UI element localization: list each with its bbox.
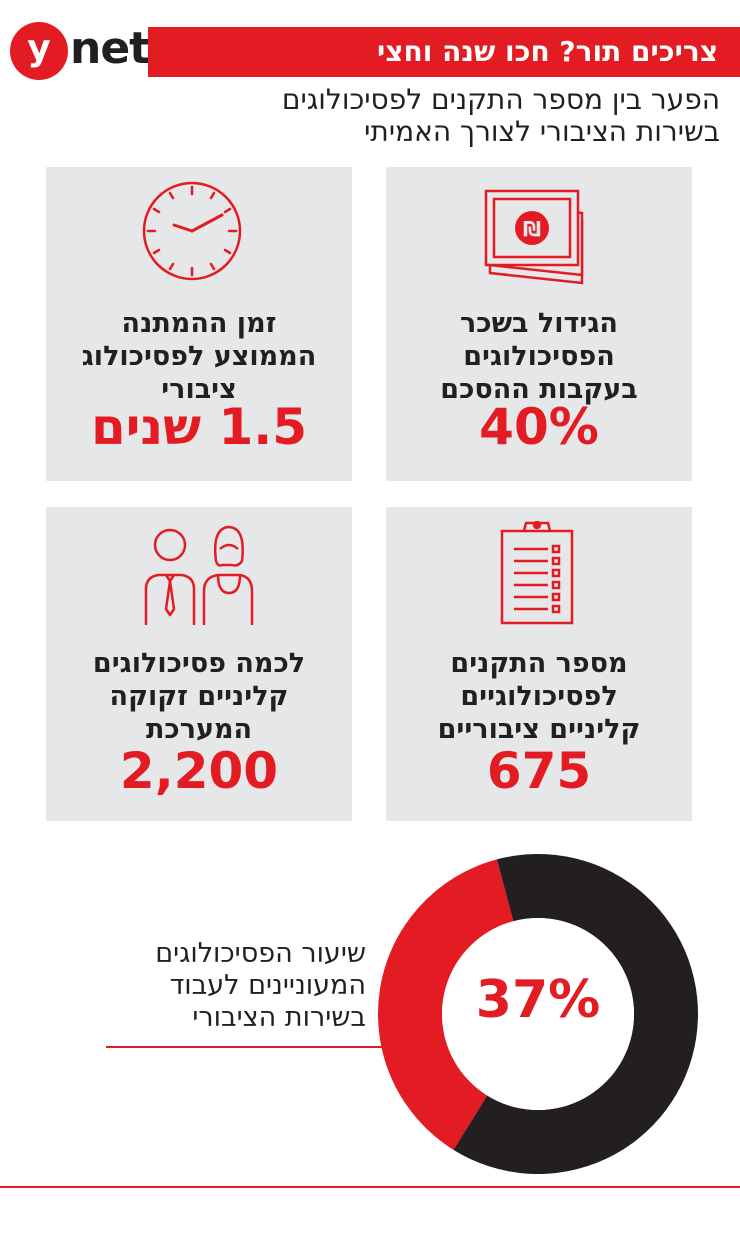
- clipboard-icon: [500, 521, 574, 625]
- donut-hole: [442, 918, 634, 1110]
- card-value: 40%: [479, 398, 599, 456]
- donut-slice-rest: [453, 854, 698, 1174]
- card-label-line: מספר התקנים: [450, 648, 628, 679]
- donut-label-line: המעוניינים לעבוד: [169, 970, 366, 1001]
- card-value: 1.5 שנים: [90, 398, 308, 456]
- donut-leader-line: [106, 1046, 386, 1048]
- card-label-line: ציבורי: [161, 374, 237, 405]
- card-label-line: זמן ההמתנה: [121, 308, 277, 339]
- card-waiting-time: זמן ההמתנה הממוצע לפסיכולוג ציבורי 1.5 ש…: [46, 167, 352, 481]
- donut-slice-interested: [378, 859, 514, 1150]
- card-label-line: הגידול בשכר: [460, 308, 618, 339]
- subtitle: הפער בין מספר התקנים לפסיכולוגים בשירות …: [150, 84, 720, 148]
- donut-label-line: שיעור הפסיכולוגים: [155, 938, 366, 969]
- svg-text:₪: ₪: [523, 217, 541, 241]
- donut-value: 37%: [475, 970, 601, 1030]
- card-label-line: לפסיכולוגיים: [460, 681, 618, 712]
- donut-label: שיעור הפסיכולוגים המעוניינים לעבוד בשירו…: [60, 938, 366, 1034]
- card-label-line: לכמה פסיכולוגים: [92, 648, 306, 679]
- title-bar: צריכים תור? חכו שנה וחצי: [148, 27, 740, 77]
- subtitle-line: הפער בין מספר התקנים לפסיכולוגים: [281, 83, 720, 116]
- card-label: זמן ההמתנה הממוצע לפסיכולוג ציבורי: [56, 307, 342, 406]
- card-salary-raise: ₪ הגידול בשכר הפסיכולוגים בעקבות ההסכם 4…: [386, 167, 692, 481]
- subtitle-line: בשירות הציבורי לצורך האמיתי: [364, 115, 720, 148]
- bottom-rule: [0, 1186, 740, 1188]
- card-label-line: בעקבות ההסכם: [440, 374, 638, 405]
- card-label-line: הפסיכולוגים: [463, 341, 615, 372]
- card-label: הגידול בשכר הפסיכולוגים בעקבות ההסכם: [396, 307, 682, 406]
- donut-label-line: בשירות הציבורי: [192, 1002, 366, 1033]
- card-public-positions: מספר התקנים לפסיכולוגיים קליניים ציבוריי…: [386, 507, 692, 821]
- donut-chart: [378, 854, 698, 1174]
- card-value: 2,200: [119, 742, 279, 800]
- card-label-line: הממוצע לפסיכולוג: [81, 341, 317, 372]
- card-needed-psychologists: לכמה פסיכולוגים קליניים זקוקה המערכת 2,2…: [46, 507, 352, 821]
- logo-y: y: [27, 28, 51, 69]
- ynet-logo[interactable]: y net: [10, 22, 150, 82]
- money-icon: ₪: [484, 189, 584, 285]
- logo-net: net: [70, 23, 150, 74]
- card-label-line: המערכת: [145, 714, 253, 745]
- card-label: מספר התקנים לפסיכולוגיים קליניים ציבוריי…: [396, 647, 682, 746]
- logo-red-circle: [10, 22, 68, 80]
- card-value: 675: [486, 742, 592, 800]
- card-label: לכמה פסיכולוגים קליניים זקוקה המערכת: [56, 647, 342, 746]
- clock-icon: [142, 181, 242, 281]
- card-label-line: קליניים זקוקה: [109, 681, 289, 712]
- people-icon: [144, 525, 254, 625]
- card-label-line: קליניים ציבוריים: [437, 714, 641, 745]
